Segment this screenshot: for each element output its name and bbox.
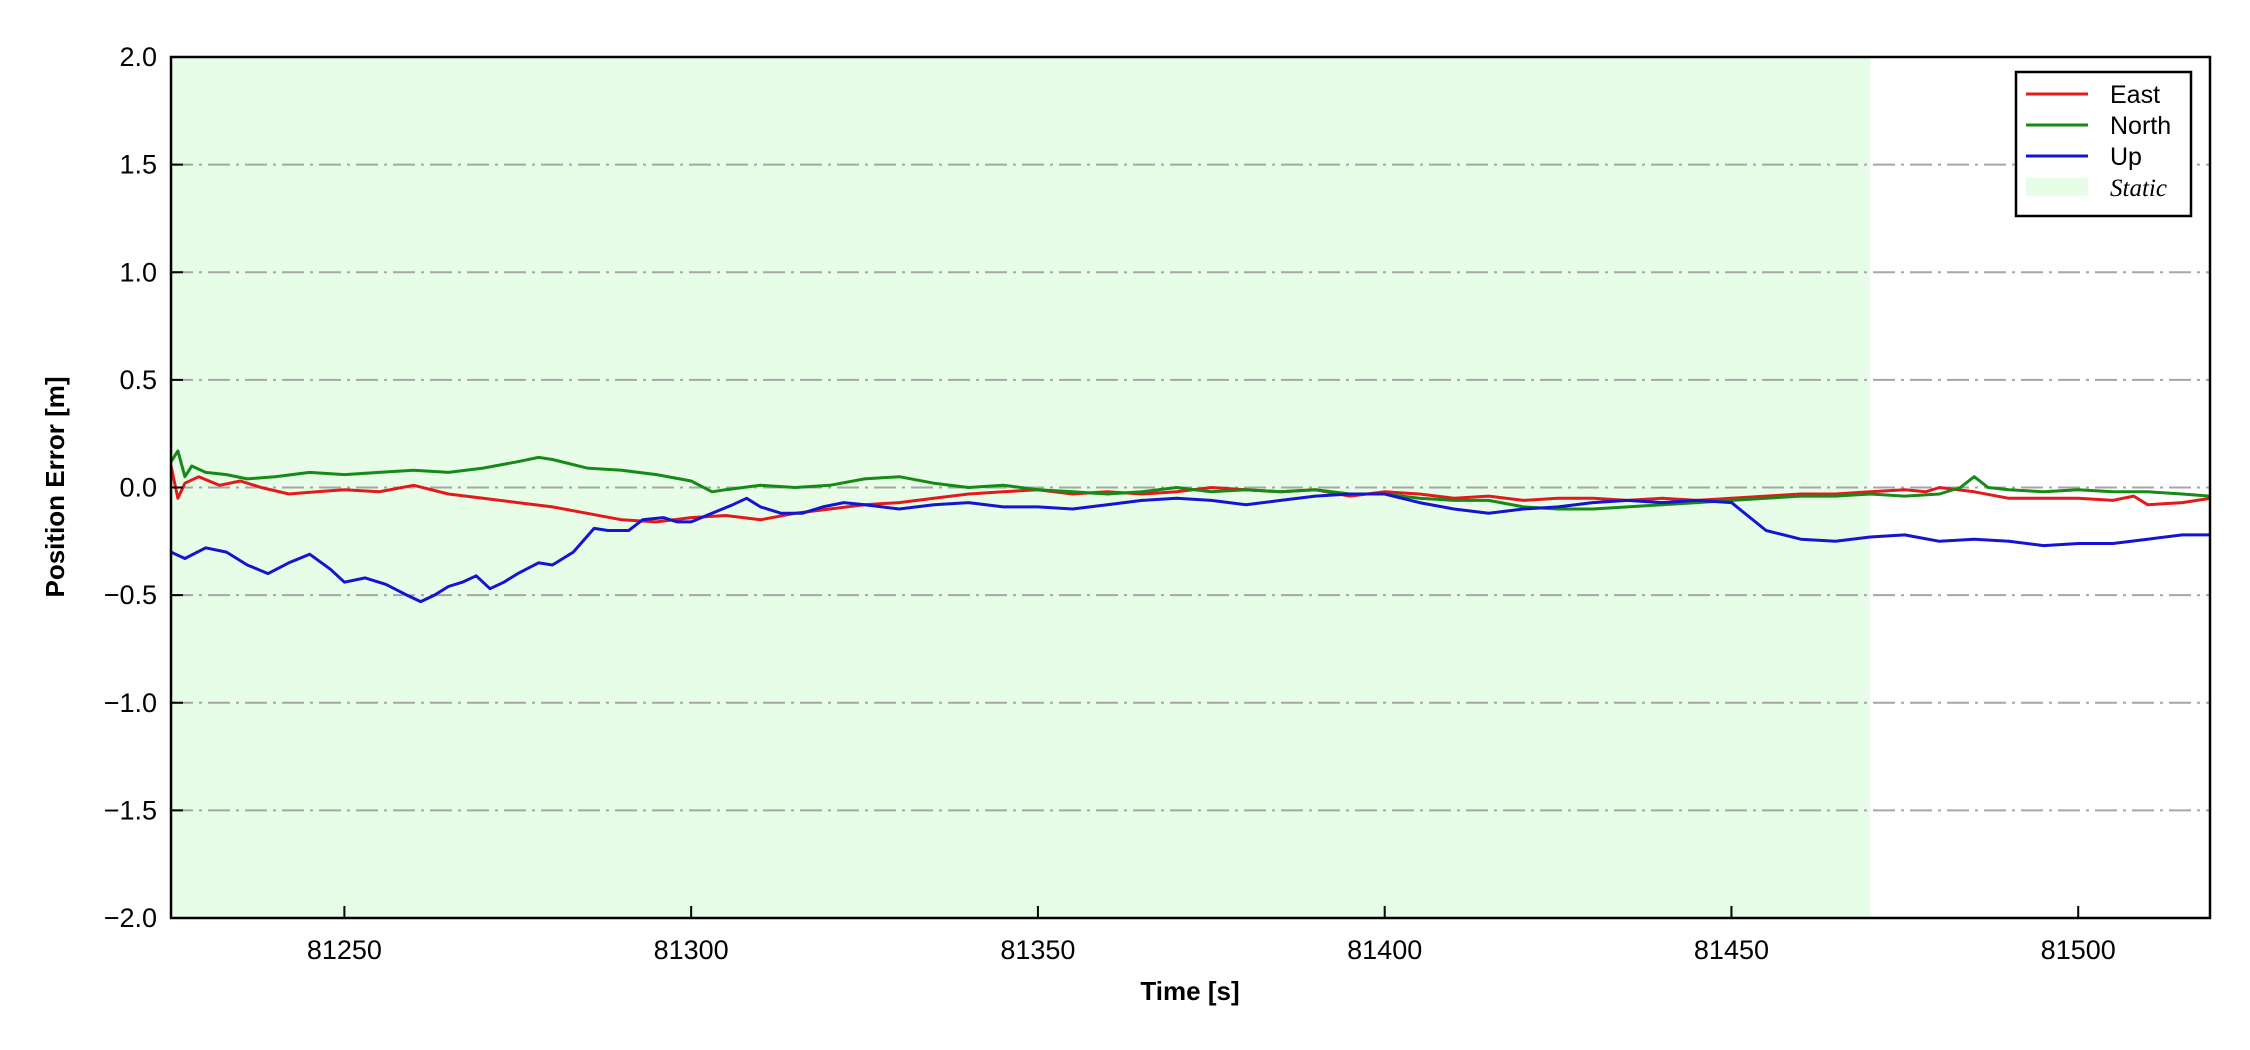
x-axis-title: Time [s] <box>1140 976 1239 1006</box>
grid-lines <box>171 163 2210 812</box>
legend-label-up: Up <box>2110 143 2142 171</box>
series-line-north <box>171 449 2210 511</box>
y-axis-title: Position Error [m] <box>40 376 70 597</box>
legend-label-east: East <box>2110 81 2160 109</box>
y-tick-label: 0.0 <box>119 473 157 503</box>
legend-swatch-static <box>2026 178 2088 196</box>
y-tick-label: −1.5 <box>104 795 157 825</box>
x-tick-label: 81250 <box>307 935 382 965</box>
y-tick-label: 2.0 <box>119 42 157 72</box>
y-tick-label: 1.0 <box>119 257 157 287</box>
y-tick-label: −0.5 <box>104 580 157 610</box>
y-tick-label: 0.5 <box>119 365 157 395</box>
series-lines <box>171 449 2210 604</box>
x-tick-label: 81500 <box>2041 935 2116 965</box>
axis-ticks: 2.0 1.5 1.0 0.5 0.0 −0.5 −1.0 −1.5 −2.0 81250 8130… <box>104 42 2116 965</box>
x-tick-label: 81400 <box>1347 935 1422 965</box>
series-line-up <box>171 492 2210 604</box>
legend-label-static: Static <box>2110 175 2167 202</box>
y-tick-label: −1.0 <box>104 688 157 718</box>
legend: East North Up Static <box>2014 70 2193 218</box>
legend-label-north: North <box>2110 112 2171 140</box>
y-tick-label: −2.0 <box>104 903 157 933</box>
x-tick-label: 81300 <box>654 935 729 965</box>
x-tick-label: 81450 <box>1694 935 1769 965</box>
series-line-east <box>171 465 2210 524</box>
y-tick-label: 1.5 <box>119 150 157 180</box>
x-tick-label: 81350 <box>1000 935 1075 965</box>
